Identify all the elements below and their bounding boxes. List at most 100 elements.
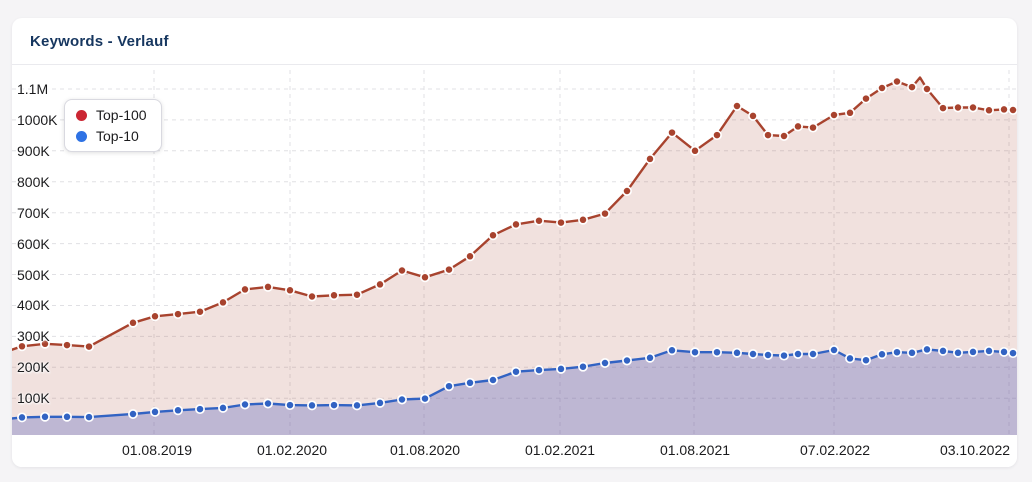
data-point-top-100[interactable] bbox=[845, 107, 855, 118]
data-point-top-100[interactable] bbox=[352, 289, 362, 300]
data-point-top-10[interactable] bbox=[690, 347, 700, 358]
data-point-top-100[interactable] bbox=[645, 153, 655, 164]
data-point-top-10[interactable] bbox=[712, 347, 722, 358]
data-point-top-100[interactable] bbox=[999, 104, 1009, 115]
data-point-top-100[interactable] bbox=[600, 208, 610, 219]
data-point-top-100[interactable] bbox=[953, 102, 963, 113]
data-point-top-10[interactable] bbox=[263, 398, 273, 409]
data-point-top-100[interactable] bbox=[40, 338, 50, 349]
data-point-top-100[interactable] bbox=[173, 309, 183, 320]
data-point-top-100[interactable] bbox=[307, 291, 317, 302]
data-point-top-100[interactable] bbox=[763, 130, 773, 141]
data-point-top-10[interactable] bbox=[793, 349, 803, 359]
data-point-top-10[interactable] bbox=[877, 349, 887, 360]
data-point-top-100[interactable] bbox=[263, 281, 273, 292]
data-point-top-10[interactable] bbox=[907, 347, 917, 358]
data-point-top-10[interactable] bbox=[511, 366, 521, 377]
data-point-top-10[interactable] bbox=[829, 345, 839, 355]
data-point-top-100[interactable] bbox=[732, 101, 742, 111]
data-point-top-100[interactable] bbox=[808, 122, 818, 133]
data-point-top-10[interactable] bbox=[732, 347, 742, 358]
data-point-top-10[interactable] bbox=[534, 365, 544, 376]
data-point-top-10[interactable] bbox=[922, 344, 932, 355]
data-point-top-100[interactable] bbox=[465, 251, 475, 262]
data-point-top-100[interactable] bbox=[712, 130, 722, 141]
data-point-top-10[interactable] bbox=[488, 375, 498, 385]
data-point-top-10[interactable] bbox=[375, 397, 385, 408]
data-point-top-100[interactable] bbox=[17, 341, 27, 352]
data-point-top-100[interactable] bbox=[195, 306, 205, 317]
data-point-top-100[interactable] bbox=[420, 272, 430, 283]
data-point-top-100[interactable] bbox=[84, 341, 94, 352]
data-point-top-10[interactable] bbox=[397, 394, 407, 405]
data-point-top-100[interactable] bbox=[218, 297, 228, 308]
data-point-top-10[interactable] bbox=[444, 381, 454, 392]
legend-item-top-10[interactable]: Top-10 bbox=[76, 128, 147, 144]
data-point-top-10[interactable] bbox=[84, 412, 94, 423]
data-point-top-10[interactable] bbox=[173, 405, 183, 416]
data-point-top-100[interactable] bbox=[690, 145, 700, 156]
data-point-top-100[interactable] bbox=[829, 110, 839, 120]
data-point-top-10[interactable] bbox=[17, 412, 27, 423]
data-point-top-100[interactable] bbox=[397, 265, 407, 276]
data-point-top-10[interactable] bbox=[861, 355, 871, 366]
data-point-top-10[interactable] bbox=[329, 400, 339, 411]
data-point-top-10[interactable] bbox=[40, 411, 50, 422]
data-point-top-100[interactable] bbox=[892, 76, 902, 87]
data-point-top-100[interactable] bbox=[444, 264, 454, 275]
data-point-top-10[interactable] bbox=[667, 345, 677, 356]
data-point-top-100[interactable] bbox=[62, 340, 72, 351]
data-point-top-100[interactable] bbox=[984, 105, 994, 116]
data-point-top-10[interactable] bbox=[600, 358, 610, 368]
data-point-top-100[interactable] bbox=[779, 131, 789, 141]
data-point-top-10[interactable] bbox=[307, 400, 317, 411]
data-point-top-10[interactable] bbox=[645, 352, 655, 363]
legend-item-top-100[interactable]: Top-100 bbox=[76, 107, 147, 123]
data-point-top-100[interactable] bbox=[907, 82, 917, 93]
data-point-top-10[interactable] bbox=[984, 345, 994, 356]
data-point-top-10[interactable] bbox=[953, 347, 963, 358]
data-point-top-100[interactable] bbox=[534, 215, 544, 226]
data-point-top-100[interactable] bbox=[667, 127, 677, 138]
data-point-top-100[interactable] bbox=[1008, 105, 1017, 115]
data-point-top-10[interactable] bbox=[892, 347, 902, 358]
data-point-top-100[interactable] bbox=[877, 83, 887, 93]
data-point-top-100[interactable] bbox=[968, 102, 978, 113]
data-point-top-100[interactable] bbox=[938, 103, 948, 114]
data-point-top-10[interactable] bbox=[150, 406, 160, 417]
data-point-top-100[interactable] bbox=[375, 279, 385, 290]
data-point-top-10[interactable] bbox=[218, 402, 228, 413]
data-point-top-100[interactable] bbox=[488, 230, 498, 241]
data-point-top-100[interactable] bbox=[861, 93, 871, 104]
data-point-top-100[interactable] bbox=[622, 186, 632, 196]
data-point-top-10[interactable] bbox=[556, 363, 566, 374]
data-point-top-10[interactable] bbox=[240, 399, 250, 410]
data-point-top-100[interactable] bbox=[240, 284, 250, 295]
data-point-top-100[interactable] bbox=[128, 317, 138, 328]
data-point-top-10[interactable] bbox=[195, 404, 205, 415]
data-point-top-100[interactable] bbox=[556, 217, 566, 228]
data-point-top-10[interactable] bbox=[968, 346, 978, 357]
data-point-top-100[interactable] bbox=[922, 84, 932, 94]
data-point-top-100[interactable] bbox=[793, 121, 803, 132]
data-point-top-100[interactable] bbox=[511, 219, 521, 230]
data-point-top-10[interactable] bbox=[62, 411, 72, 422]
data-point-top-100[interactable] bbox=[578, 214, 588, 225]
data-point-top-10[interactable] bbox=[578, 361, 588, 372]
data-point-top-10[interactable] bbox=[285, 400, 295, 411]
chart-plot-area[interactable]: 1.1M 1000K 900K 800K 700K 600K 500K 400K 300K 200… bbox=[12, 66, 1017, 435]
data-point-top-10[interactable] bbox=[128, 409, 138, 419]
data-point-top-10[interactable] bbox=[465, 377, 475, 388]
data-point-top-10[interactable] bbox=[352, 400, 362, 411]
data-point-top-100[interactable] bbox=[285, 285, 295, 296]
data-point-top-100[interactable] bbox=[329, 290, 339, 301]
data-point-top-100[interactable] bbox=[150, 311, 160, 322]
data-point-top-10[interactable] bbox=[938, 345, 948, 356]
data-point-top-10[interactable] bbox=[420, 393, 430, 404]
data-point-top-10[interactable] bbox=[748, 349, 758, 359]
data-point-top-10[interactable] bbox=[1008, 348, 1017, 359]
data-point-top-100[interactable] bbox=[748, 110, 758, 121]
data-point-top-10[interactable] bbox=[845, 353, 855, 364]
data-point-top-10[interactable] bbox=[763, 350, 773, 360]
data-point-top-10[interactable] bbox=[622, 355, 632, 366]
